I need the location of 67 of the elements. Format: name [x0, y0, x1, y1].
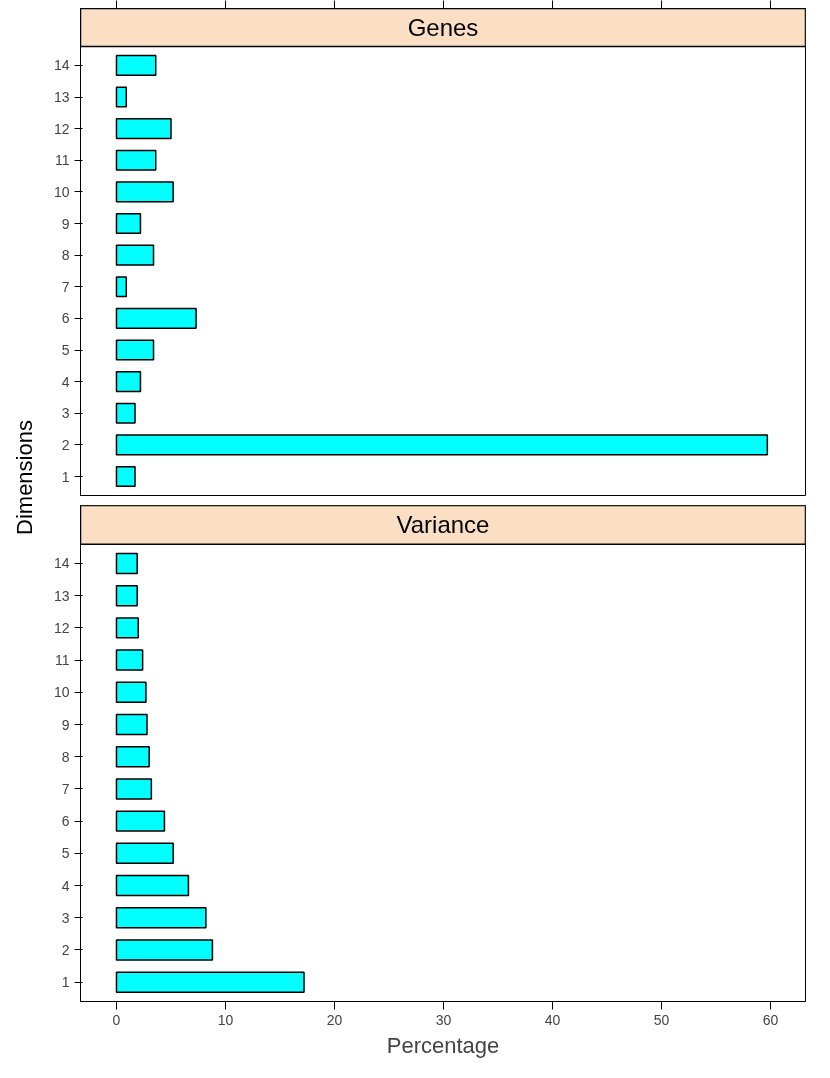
bar — [115, 971, 305, 993]
y-tick-label: 14 — [53, 555, 70, 572]
x-tick-label: 50 — [653, 1011, 670, 1028]
y-tick-label: 13 — [53, 89, 70, 106]
x-tick-label: 20 — [326, 1011, 343, 1028]
y-tick-label: 7 — [61, 278, 70, 295]
y-tick-label: 1 — [61, 974, 70, 991]
y-tick-label: 6 — [61, 310, 70, 327]
bar — [115, 86, 128, 108]
bar — [115, 681, 147, 704]
x-tick-label: 60 — [762, 1011, 779, 1028]
bar — [115, 465, 136, 488]
bar — [115, 371, 142, 393]
y-tick-label: 5 — [61, 342, 70, 359]
chart-title: Variance — [396, 511, 490, 539]
bar — [115, 307, 197, 329]
y-tick-label: 10 — [53, 183, 70, 200]
y-tick-label: 1 — [61, 468, 70, 485]
x-tick-label: 40 — [544, 1011, 561, 1028]
y-tick-label: 8 — [61, 748, 70, 765]
y-tick-label: 6 — [61, 813, 70, 830]
y-tick-label: 11 — [54, 652, 70, 669]
bar — [115, 149, 157, 171]
bar — [115, 713, 148, 736]
bar — [115, 552, 138, 575]
y-tick-label: 9 — [61, 716, 70, 733]
bar — [115, 402, 136, 424]
bar — [115, 939, 214, 961]
y-tick-label: 7 — [61, 780, 70, 797]
y-tick-label: 14 — [53, 57, 70, 74]
bar — [115, 745, 150, 768]
y-tick-label: 10 — [53, 684, 70, 701]
y-tick-label: 4 — [61, 373, 70, 390]
y-tick-label: 12 — [53, 619, 70, 636]
y-tick-label: 13 — [53, 587, 70, 604]
bar — [115, 118, 172, 140]
bar — [115, 584, 138, 607]
bar — [115, 339, 155, 361]
y-tick-label: 3 — [61, 405, 70, 422]
chart-title: Genes — [407, 13, 479, 41]
y-tick-label: 8 — [61, 247, 70, 264]
y-axis-title: Dimensions — [12, 420, 37, 535]
y-tick-label: 11 — [54, 152, 70, 169]
bar — [115, 244, 155, 266]
bar — [115, 842, 174, 865]
bar — [115, 212, 142, 235]
x-tick-label: 30 — [435, 1011, 452, 1028]
bar — [115, 874, 190, 897]
y-tick-label: 2 — [61, 941, 70, 958]
bar — [115, 617, 140, 639]
bar — [115, 810, 166, 832]
x-axis-title: Percentage — [386, 1032, 500, 1058]
x-tick-label: 0 — [112, 1011, 121, 1028]
y-tick-label: 2 — [61, 436, 70, 453]
x-tick-label: 10 — [217, 1011, 234, 1028]
y-tick-label: 4 — [61, 877, 70, 894]
bar — [115, 434, 769, 456]
bar — [115, 181, 174, 203]
y-tick-label: 9 — [61, 215, 70, 232]
bar — [115, 54, 157, 76]
bar — [115, 778, 153, 800]
bar — [115, 276, 128, 298]
y-tick-label: 5 — [61, 845, 70, 862]
bar — [115, 907, 207, 929]
y-tick-label: 12 — [53, 120, 70, 137]
bar — [115, 649, 144, 671]
y-tick-label: 3 — [61, 909, 70, 926]
